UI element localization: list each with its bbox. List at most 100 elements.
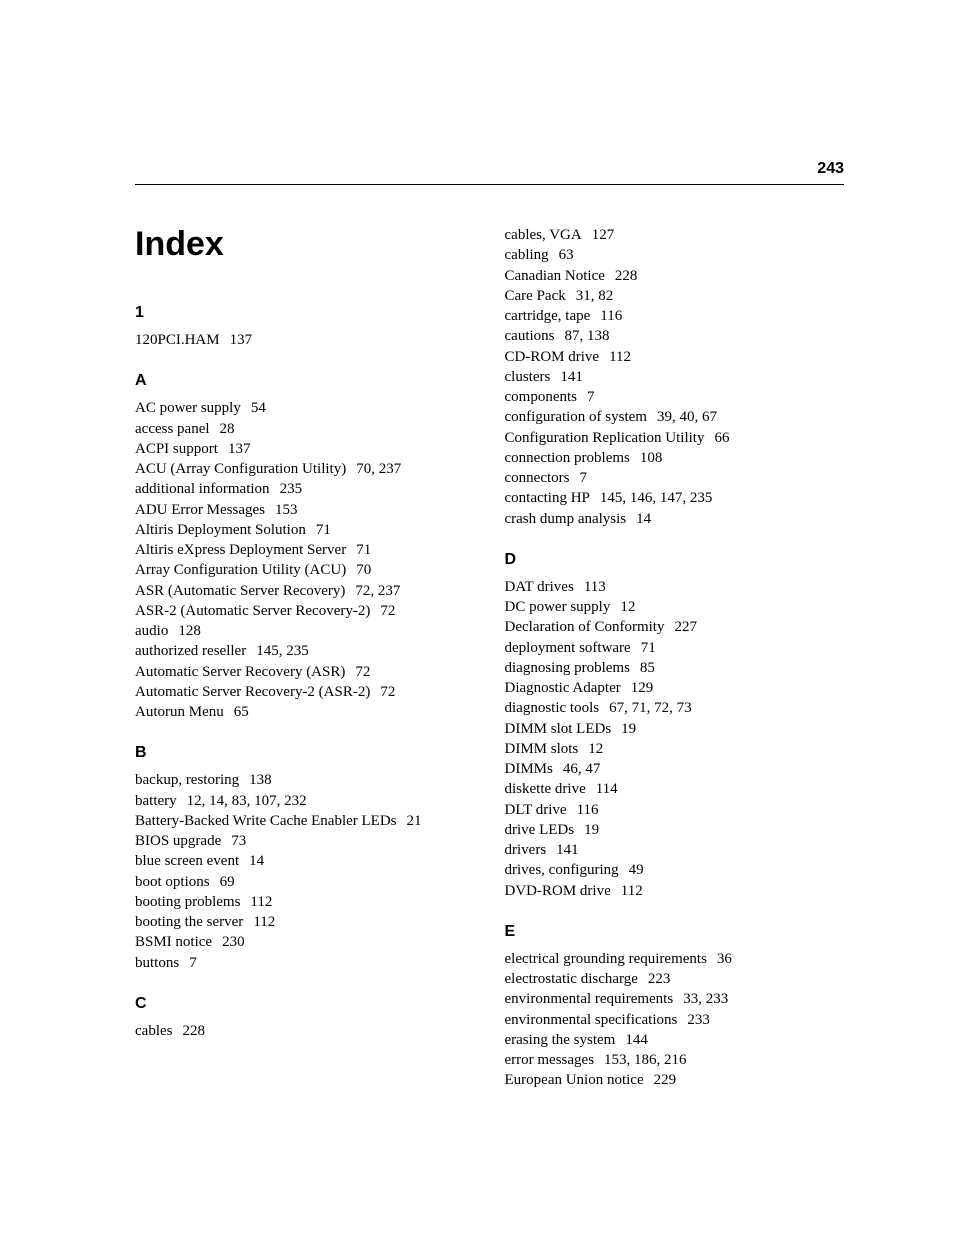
entry-term: Declaration of Conformity — [505, 619, 665, 635]
entry-term: Battery-Backed Write Cache Enabler LEDs — [135, 813, 397, 829]
entry-term: Array Configuration Utility (ACU) — [135, 562, 346, 578]
page: 243 Index 1120PCI.HAM137AAC power supply… — [0, 0, 954, 1151]
entry-pages: 229 — [654, 1072, 677, 1088]
entry-pages: 145, 146, 147, 235 — [600, 490, 713, 506]
index-entry: diagnostic tools67, 71, 72, 73 — [505, 698, 845, 718]
entry-pages: 65 — [234, 704, 249, 720]
entry-pages: 71 — [641, 640, 656, 656]
entry-pages: 112 — [250, 894, 272, 910]
entry-term: environmental specifications — [505, 1012, 678, 1028]
entry-term: DVD-ROM drive — [505, 883, 611, 899]
entry-pages: 72 — [380, 684, 395, 700]
entry-pages: 114 — [596, 781, 618, 797]
index-entry: backup, restoring138 — [135, 770, 475, 790]
entry-pages: 138 — [249, 772, 272, 788]
entry-term: error messages — [505, 1052, 595, 1068]
entry-pages: 63 — [559, 247, 574, 263]
index-entry: Battery-Backed Write Cache Enabler LEDs 2… — [135, 811, 475, 831]
section-letter: A — [135, 372, 475, 390]
entry-pages: 46, 47 — [563, 761, 601, 777]
entry-pages: 128 — [178, 623, 201, 639]
entry-term: drivers — [505, 842, 547, 858]
entry-pages: 31, 82 — [576, 288, 614, 304]
index-entry: boot options69 — [135, 872, 475, 892]
entry-pages: 137 — [228, 441, 251, 457]
entry-term: CD-ROM drive — [505, 349, 600, 365]
index-entry: ADU Error Messages153 — [135, 500, 475, 520]
entry-term: authorized reseller — [135, 643, 246, 659]
entry-pages: 66 — [714, 430, 729, 446]
entry-pages: 12 — [588, 741, 603, 757]
entry-term: Autorun Menu — [135, 704, 224, 720]
entry-term: AC power supply — [135, 400, 241, 416]
index-entry: Care Pack 31, 82 — [505, 286, 845, 306]
entry-term: Altiris eXpress Deployment Server — [135, 542, 346, 558]
entry-term: audio — [135, 623, 168, 639]
entry-pages: 112 — [609, 349, 631, 365]
entry-term: connectors — [505, 470, 570, 486]
entry-pages: 145, 235 — [256, 643, 309, 659]
index-entry: ASR (Automatic Server Recovery)72, 237 — [135, 581, 475, 601]
index-entry: ACPI support137 — [135, 439, 475, 459]
entry-pages: 21 — [407, 813, 422, 829]
section-letter: D — [505, 551, 845, 569]
entry-term: Configuration Replication Utility — [505, 430, 705, 446]
entry-pages: 73 — [231, 833, 246, 849]
section-letter: B — [135, 744, 475, 762]
index-entry: deployment software71 — [505, 638, 845, 658]
index-entry: error messages153, 186, 216 — [505, 1050, 845, 1070]
entry-pages: 70, 237 — [356, 461, 401, 477]
entry-pages: 12, 14, 83, 107, 232 — [187, 793, 307, 809]
section-letter: E — [505, 923, 845, 941]
entry-pages: 7 — [189, 955, 197, 971]
right-column: cables, VGA127cabling63Canadian Notice22… — [505, 225, 845, 1091]
entry-pages: 19 — [584, 822, 599, 838]
entry-term: electrostatic discharge — [505, 971, 638, 987]
index-entry: CD-ROM drive 112 — [505, 347, 845, 367]
entry-term: DC power supply — [505, 599, 611, 615]
index-entry: DVD-ROM drive112 — [505, 881, 845, 901]
entry-term: buttons — [135, 955, 179, 971]
index-entry: Altiris eXpress Deployment Server71 — [135, 540, 475, 560]
entry-term: configuration of system — [505, 409, 647, 425]
index-entry: electrical grounding requirements36 — [505, 949, 845, 969]
index-entry: buttons 7 — [135, 953, 475, 973]
entry-term: Care Pack — [505, 288, 566, 304]
entry-term: Automatic Server Recovery-2 (ASR-2) — [135, 684, 370, 700]
section-letter: 1 — [135, 304, 475, 322]
entry-pages: 144 — [625, 1032, 648, 1048]
index-entry: 120PCI.HAM137 — [135, 330, 475, 350]
entry-term: cartridge, tape — [505, 308, 591, 324]
index-entry: DIMM slot LEDs19 — [505, 719, 845, 739]
index-entry: Canadian Notice228 — [505, 266, 845, 286]
index-entry: cartridge, tape116 — [505, 306, 845, 326]
index-entry: cautions87, 138 — [505, 326, 845, 346]
entry-pages: 108 — [640, 450, 663, 466]
entry-term: erasing the system — [505, 1032, 616, 1048]
entry-term: booting the server — [135, 914, 243, 930]
entry-pages: 141 — [560, 369, 583, 385]
index-entry: battery 12, 14, 83, 107, 232 — [135, 791, 475, 811]
index-entry: electrostatic discharge 223 — [505, 969, 845, 989]
entry-term: ACU (Array Configuration Utility) — [135, 461, 346, 477]
entry-pages: 223 — [648, 971, 671, 987]
index-entry: access panel28 — [135, 419, 475, 439]
entry-pages: 67, 71, 72, 73 — [609, 700, 692, 716]
index-entry: Configuration Replication Utility 66 — [505, 428, 845, 448]
entry-term: Automatic Server Recovery (ASR) — [135, 664, 345, 680]
index-entry: Diagnostic Adapter129 — [505, 678, 845, 698]
entry-term: cables, VGA — [505, 227, 582, 243]
entry-pages: 28 — [220, 421, 235, 437]
entry-term: booting problems — [135, 894, 240, 910]
index-entry: connection problems108 — [505, 448, 845, 468]
entry-term: battery — [135, 793, 177, 809]
entry-term: cautions — [505, 328, 555, 344]
entry-term: Diagnostic Adapter — [505, 680, 621, 696]
entry-term: ASR (Automatic Server Recovery) — [135, 583, 345, 599]
index-entry: BSMI notice230 — [135, 932, 475, 952]
index-entry: contacting HP145, 146, 147, 235 — [505, 488, 845, 508]
index-entry: configuration of system39, 40, 67 — [505, 407, 845, 427]
entry-pages: 33, 233 — [683, 991, 728, 1007]
index-entry: components7 — [505, 387, 845, 407]
entry-term: ADU Error Messages — [135, 502, 265, 518]
